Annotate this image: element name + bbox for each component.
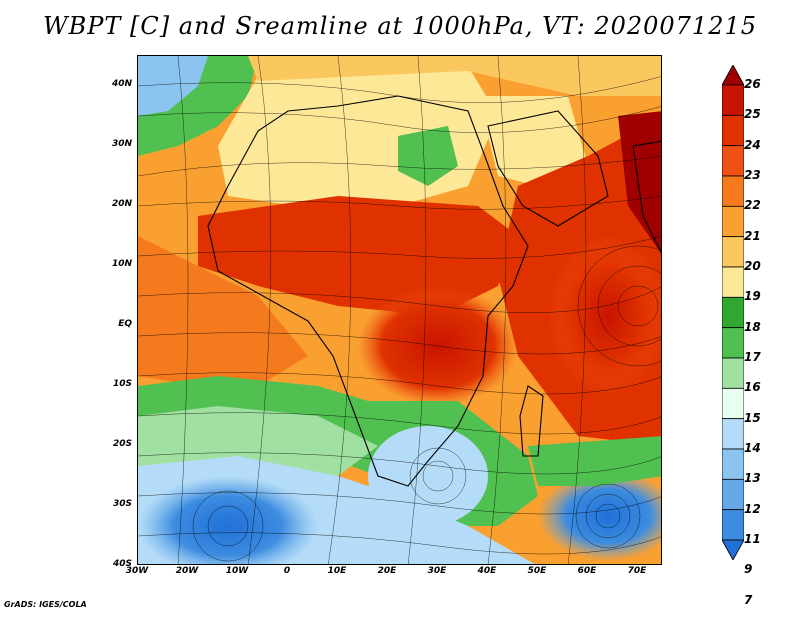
- lat-label: 40S: [112, 559, 132, 569]
- grads-credit: GrADS: IGES/COLA: [4, 600, 87, 609]
- colorbar-top-arrow: [722, 65, 744, 86]
- lon-label: 20W: [175, 566, 199, 576]
- colorbar-swatch: [722, 205, 744, 238]
- arabia-coast: [487, 110, 609, 227]
- colorbar-level-label: 16: [744, 380, 761, 395]
- lon-label: 10E: [327, 566, 347, 576]
- colorbar-level-label: 22: [744, 198, 761, 213]
- colorbar-swatch: [722, 114, 744, 147]
- lon-label: 20E: [377, 566, 397, 576]
- lat-label: 20S: [112, 439, 132, 449]
- cold-core-sw: [138, 476, 318, 564]
- lat-label: 20N: [111, 199, 132, 209]
- sahara-green-patch: [398, 126, 458, 186]
- lon-label: 60E: [577, 566, 597, 576]
- colorbar-swatch: [722, 478, 744, 511]
- colorbar-level-label: 7: [744, 592, 753, 607]
- colorbar-swatch: [722, 448, 744, 480]
- colorbar-swatch: [722, 236, 744, 268]
- coastlines: [207, 95, 661, 487]
- colorbar-swatch: [722, 84, 744, 116]
- south-atlantic-orange: [138, 236, 308, 386]
- arabia-yellow: [478, 96, 588, 186]
- colorbar-level-label: 9: [744, 562, 753, 577]
- lat-label: 40N: [111, 79, 132, 89]
- colorbar-level-label: 11: [744, 532, 761, 546]
- lon-label: 30W: [125, 566, 149, 576]
- colorbar-level-label: 13: [744, 471, 761, 486]
- indian-ocean-core: [548, 236, 661, 396]
- madagascar: [519, 385, 544, 457]
- india-dark: [618, 111, 661, 254]
- colorbar-level-label: 18: [744, 319, 761, 334]
- colorbar-level-label: 17: [744, 350, 761, 364]
- streamlines: [138, 56, 661, 564]
- colorbar-swatch: [722, 418, 744, 450]
- colorbar-level-label: 14: [744, 441, 761, 455]
- lat-label: 30S: [112, 499, 132, 509]
- sahara-yellow: [218, 66, 498, 206]
- colorbar-bottom-arrow: [722, 539, 744, 560]
- map-panel: [137, 55, 662, 565]
- indian-south-green: [528, 436, 661, 486]
- cold-core-sa: [368, 426, 488, 526]
- colorbar-level-label: 24: [744, 137, 761, 152]
- africa-coast: [207, 95, 529, 487]
- colorbar-level-label: 12: [744, 501, 761, 516]
- lon-label: 0: [283, 566, 291, 576]
- lon-label: 40E: [477, 566, 497, 576]
- colorbar-level-label: 19: [744, 289, 761, 304]
- lon-label: 30E: [427, 566, 447, 576]
- colorbar-level-label: 15: [744, 410, 761, 425]
- colorbar-level-label: 23: [744, 168, 761, 182]
- colorbar-level-label: 21: [744, 228, 761, 243]
- map-title: WBPT [C] and Sreamline at 1000hPa, VT: 2…: [42, 12, 758, 40]
- north-atlantic-blue: [138, 56, 208, 116]
- lon-label: 10W: [225, 566, 249, 576]
- wbpt-streamline-map: [138, 56, 661, 564]
- lat-label: 10S: [112, 379, 132, 389]
- lon-label: 50E: [527, 566, 547, 576]
- lat-label: 30N: [111, 139, 132, 149]
- colorbar-swatch: [722, 509, 744, 541]
- colorbar-swatch: [722, 175, 744, 207]
- colorbar-swatch: [722, 387, 744, 420]
- southern-light-green: [138, 406, 378, 476]
- colorbar-swatch: [722, 145, 744, 177]
- colorbar-swatch: [722, 327, 744, 359]
- colorbar-swatch: [722, 357, 744, 389]
- lat-label: EQ: [118, 319, 132, 329]
- india-coast: [632, 140, 661, 254]
- colorbar-level-label: 25: [744, 107, 761, 122]
- cold-core-se: [538, 471, 661, 561]
- colorbar: [722, 65, 744, 560]
- lon-label: 70E: [627, 566, 647, 576]
- north-strip: [248, 56, 661, 96]
- colorbar-swatch: [722, 296, 744, 329]
- colorbar-level-label: 26: [744, 77, 761, 91]
- lat-label: 10N: [111, 259, 132, 269]
- colorbar-level-label: 20: [744, 259, 761, 273]
- colorbar-swatch: [722, 266, 744, 298]
